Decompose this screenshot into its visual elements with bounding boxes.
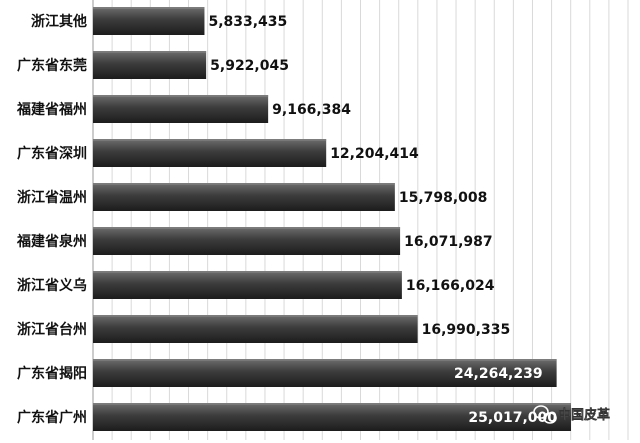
category-label: 浙江其他 — [31, 13, 87, 30]
category-label: 浙江省台州 — [17, 321, 87, 338]
category-label: 广东省东莞 — [17, 57, 87, 74]
category-label: 广东省深圳 — [17, 145, 87, 162]
bars — [93, 7, 572, 431]
bar — [93, 139, 327, 167]
bar — [93, 403, 572, 431]
bar — [93, 95, 269, 123]
data-label: 16,166,024 — [406, 278, 495, 294]
bar — [93, 7, 205, 35]
watermark-text: 中国皮革 — [558, 407, 610, 423]
watermark: 中国皮革 — [533, 405, 610, 424]
bar — [93, 359, 557, 387]
category-label: 浙江省温州 — [17, 189, 87, 206]
data-label: 12,204,414 — [330, 146, 419, 162]
wechat-icon — [533, 405, 557, 424]
bar — [93, 315, 418, 343]
bar — [93, 271, 402, 299]
category-label: 福建省泉州 — [16, 233, 87, 250]
category-label: 福建省福州 — [16, 101, 87, 118]
bar — [93, 183, 395, 211]
data-label: 5,833,435 — [208, 14, 287, 30]
data-label: 9,166,384 — [272, 102, 351, 118]
bar — [93, 227, 401, 255]
labels: 浙江其他 5,833,435 广东省东莞 5,922,045 福建省福州 9,166,38… — [16, 13, 557, 426]
bar — [93, 51, 207, 79]
data-label: 15,798,008 — [399, 190, 488, 206]
data-label: 16,990,335 — [422, 322, 511, 338]
data-label: 16,071,987 — [404, 234, 493, 250]
data-label: 24,264,239 — [454, 366, 543, 382]
data-label: 5,922,045 — [210, 58, 289, 74]
category-label: 广东省广州 — [17, 409, 87, 426]
category-label: 浙江省义乌 — [17, 277, 87, 294]
category-label: 广东省揭阳 — [17, 365, 87, 382]
